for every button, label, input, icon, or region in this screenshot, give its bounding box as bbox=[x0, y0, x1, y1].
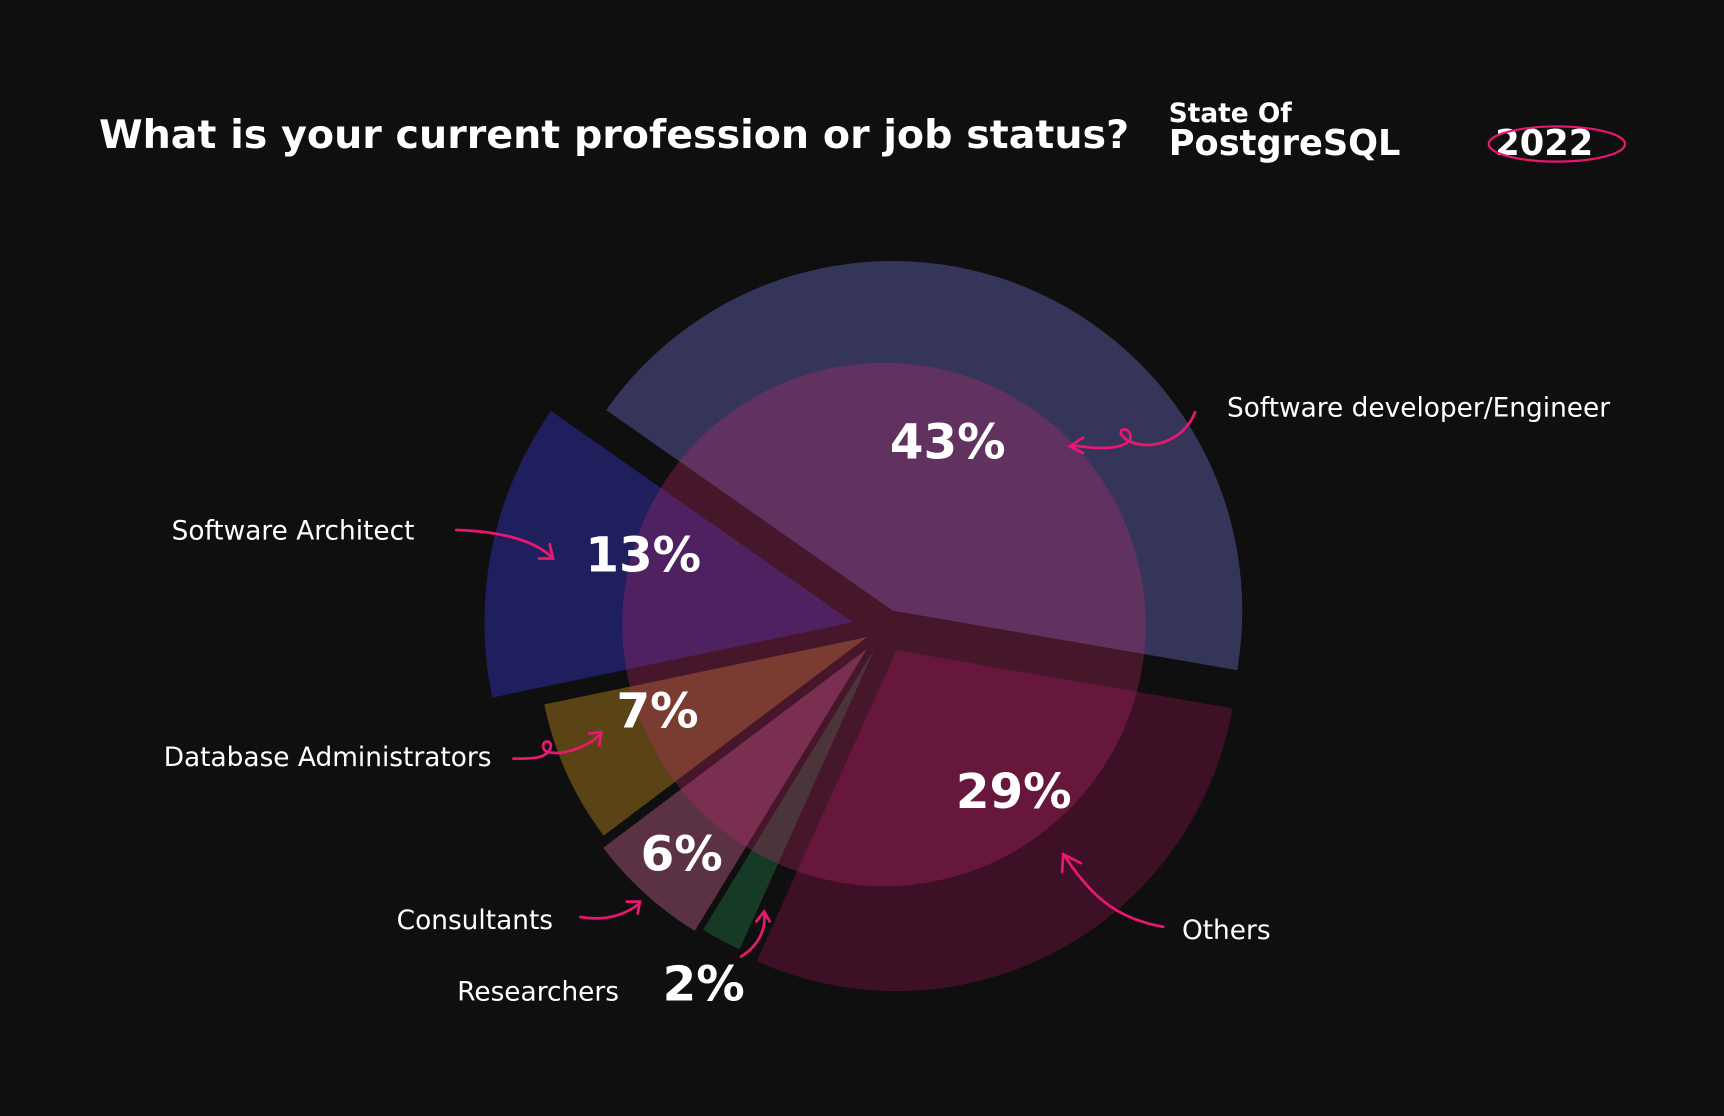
arrows bbox=[454, 410, 1197, 958]
chart-title: What is your current profession or job s… bbox=[99, 112, 1129, 158]
wedge bbox=[702, 648, 875, 950]
brand-line: State Of bbox=[1169, 99, 1293, 129]
category-label: Database Administrators bbox=[164, 743, 492, 773]
arrow bbox=[512, 730, 604, 761]
category-label: Others bbox=[1182, 916, 1271, 946]
arrow bbox=[1060, 852, 1165, 929]
category-label: Consultants bbox=[397, 906, 553, 936]
value-label: 7% bbox=[616, 684, 698, 740]
inner-circle bbox=[622, 362, 1146, 887]
wedge bbox=[756, 650, 1233, 992]
value-label: 13% bbox=[585, 528, 701, 584]
brand-line: PostgreSQL bbox=[1169, 123, 1401, 164]
wedge bbox=[606, 260, 1243, 671]
value-label: 43% bbox=[890, 414, 1006, 470]
value-label: 29% bbox=[956, 764, 1072, 820]
value-label: 6% bbox=[641, 827, 723, 883]
category-label: Software developer/Engineer bbox=[1227, 394, 1610, 424]
wedges bbox=[484, 260, 1243, 992]
arrow bbox=[1067, 410, 1197, 455]
arrow bbox=[579, 900, 642, 920]
arrow bbox=[739, 909, 772, 958]
brand-circle bbox=[1487, 125, 1627, 163]
wedge bbox=[544, 637, 868, 836]
category-label: Software Architect bbox=[172, 517, 415, 547]
wedge bbox=[603, 649, 867, 931]
wedge bbox=[484, 411, 853, 698]
brand-year: 2022 bbox=[1495, 123, 1593, 164]
category-label: Researchers bbox=[457, 977, 619, 1007]
arrow bbox=[454, 528, 555, 560]
value-label: 2% bbox=[663, 956, 745, 1012]
